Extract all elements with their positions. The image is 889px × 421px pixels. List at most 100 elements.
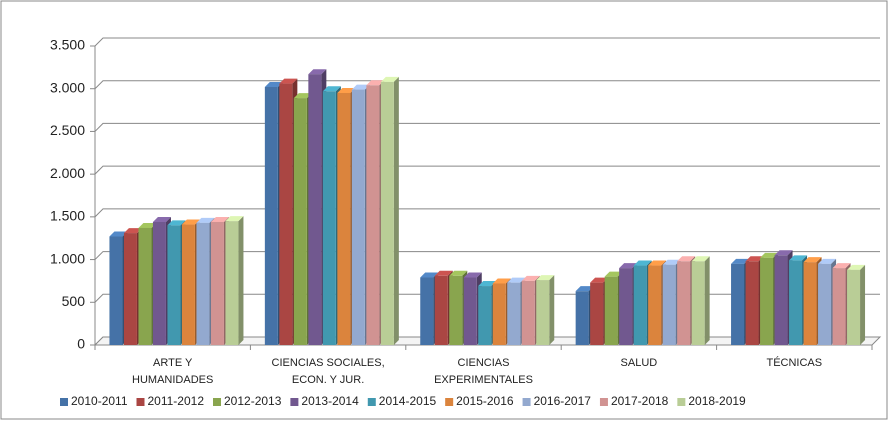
- legend-label: 2010-2011: [71, 394, 128, 408]
- bar: [575, 291, 589, 345]
- bar-top: [420, 272, 439, 278]
- bar-top: [619, 263, 638, 269]
- bar-top: [279, 78, 298, 84]
- bar: [803, 262, 817, 345]
- bar: [818, 263, 832, 345]
- bar: [536, 280, 550, 345]
- bar-top: [123, 228, 142, 234]
- bar-top: [590, 277, 609, 283]
- bar-top: [575, 286, 594, 292]
- bar: [789, 260, 803, 345]
- bar-top: [225, 216, 244, 222]
- bar: [619, 268, 633, 345]
- bar-top: [196, 217, 215, 223]
- bar-top: [691, 256, 710, 262]
- bar: [366, 85, 380, 345]
- legend-label: 2017-2018: [611, 394, 669, 408]
- bar-top: [521, 275, 540, 281]
- bar: [507, 282, 521, 345]
- bar-top: [604, 271, 623, 277]
- bar-top: [818, 258, 837, 264]
- bar: [109, 236, 123, 345]
- bar: [380, 81, 394, 345]
- legend-swatch: [367, 398, 376, 406]
- legend-swatch: [445, 398, 454, 406]
- bar-top: [264, 82, 283, 88]
- grid-line: [94, 122, 880, 132]
- bar: [210, 221, 224, 345]
- y-tick-label: 0: [77, 336, 85, 352]
- bar: [351, 89, 365, 345]
- bar: [337, 92, 351, 345]
- bar-top: [731, 258, 750, 264]
- bar: [308, 74, 322, 345]
- x-tick-label: SALUD: [621, 357, 658, 369]
- bar: [633, 265, 647, 345]
- bar: [152, 221, 166, 345]
- bar-top: [351, 84, 370, 90]
- bar-top: [492, 278, 511, 284]
- bar-top: [167, 220, 186, 226]
- bar-top: [803, 257, 822, 263]
- legend-swatch: [60, 398, 68, 406]
- bar: [492, 283, 506, 345]
- bar-top: [109, 231, 128, 237]
- legend-swatch: [290, 398, 299, 406]
- bar: [167, 225, 181, 345]
- y-tick-label: 2.000: [50, 165, 85, 181]
- bar: [604, 276, 618, 345]
- x-tick-label: TÉCNICAS: [766, 356, 822, 369]
- bar-top: [774, 250, 793, 256]
- bar-top: [832, 263, 851, 269]
- legend-swatch: [136, 398, 145, 406]
- bar-top: [293, 93, 312, 99]
- bar: [322, 91, 336, 345]
- grid-line: [94, 208, 880, 218]
- legend-swatch: [522, 398, 531, 406]
- bar-side: [393, 76, 399, 345]
- bar-top: [677, 256, 696, 262]
- legend-swatch: [213, 398, 221, 406]
- bar-top: [322, 86, 341, 92]
- bar: [196, 222, 210, 345]
- y-tick-label: 3.000: [50, 79, 85, 95]
- bar: [590, 282, 604, 345]
- y-tick-label: 1.000: [50, 250, 85, 266]
- bar: [293, 98, 307, 346]
- bar: [832, 268, 846, 345]
- bar-top: [662, 259, 681, 265]
- bar-side: [704, 256, 710, 345]
- bar: [449, 275, 463, 345]
- grid-line: [94, 165, 880, 175]
- bar-top: [633, 260, 652, 266]
- bar-top: [380, 76, 399, 82]
- legend-label: 2016-2017: [534, 394, 592, 408]
- bar: [731, 263, 745, 345]
- bar-top: [210, 216, 229, 222]
- bar: [648, 265, 662, 345]
- y-tick-label: 3.500: [50, 37, 85, 53]
- legend-label: 2018-2019: [688, 394, 746, 408]
- legend-label: 2014-2015: [379, 394, 437, 408]
- bar-top: [760, 252, 779, 258]
- bar: [123, 233, 137, 345]
- bar: [181, 224, 195, 345]
- bar: [463, 277, 477, 345]
- bar-side: [238, 216, 244, 345]
- grid-line: [94, 80, 880, 90]
- bar: [279, 83, 293, 346]
- bar: [434, 275, 448, 345]
- bar-top: [308, 69, 327, 75]
- bar-top: [434, 270, 453, 276]
- bar-top: [463, 272, 482, 278]
- bar: [662, 264, 676, 345]
- bar: [420, 277, 434, 345]
- bar: [478, 286, 492, 345]
- bar-top: [449, 270, 468, 276]
- legend-label: 2015-2016: [456, 394, 514, 408]
- bar-top: [745, 256, 764, 262]
- legend-label: 2011-2012: [148, 394, 205, 408]
- x-tick-label: ARTE Y HUMANIDADES: [132, 357, 213, 386]
- bar-side: [549, 275, 555, 345]
